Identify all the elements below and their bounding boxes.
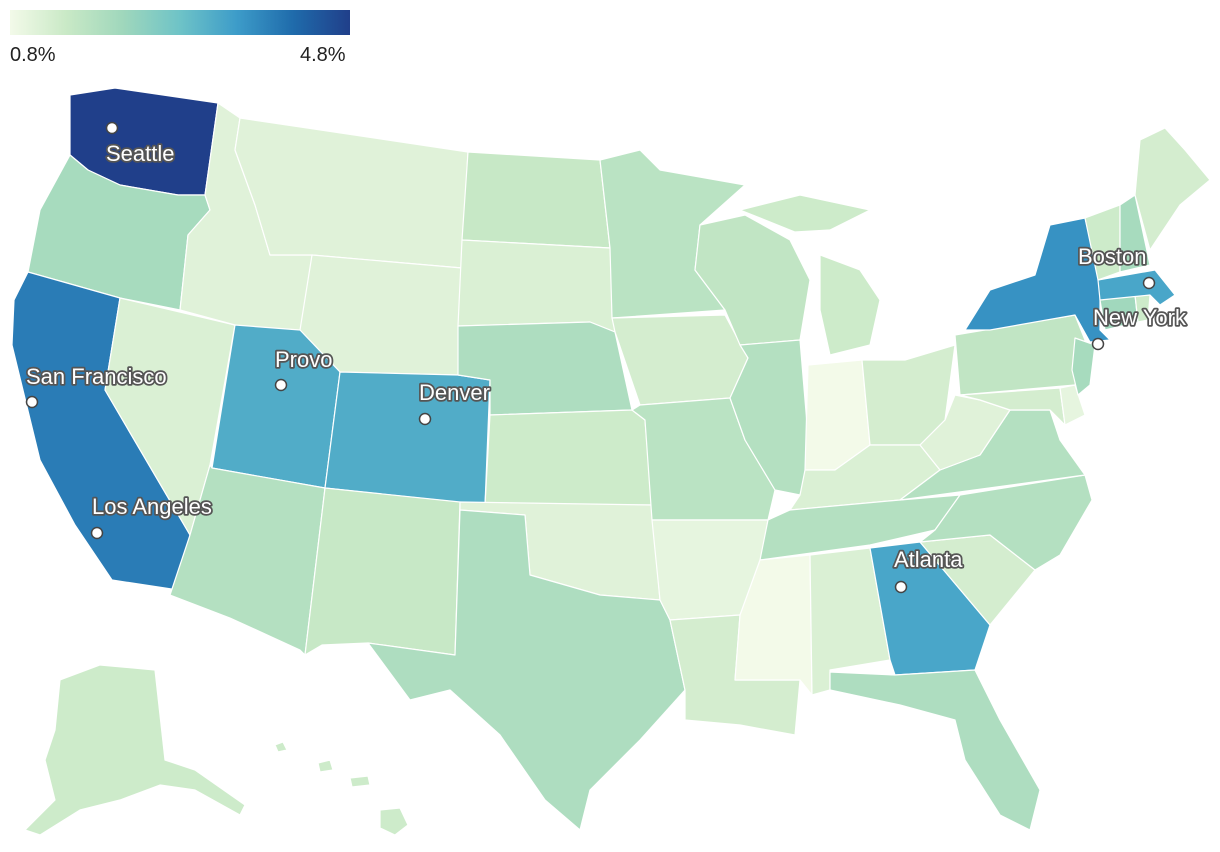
city-marker-dot — [90, 526, 104, 540]
legend-max-label: 4.8% — [300, 44, 346, 66]
state-texas[interactable] — [367, 509, 686, 831]
city-label: Los Angeles — [92, 494, 212, 519]
city-label: Seattle — [106, 141, 175, 166]
city-markers-layer: Seattle San Francisco Los Angeles Provo … — [24, 121, 1189, 594]
city-label: New York — [1093, 305, 1187, 330]
state-north-dakota[interactable] — [461, 151, 611, 249]
state-new-hampshire[interactable] — [1119, 194, 1151, 273]
city-marker-dot — [1142, 276, 1156, 290]
state-illinois[interactable] — [729, 339, 811, 496]
city-marker-dot — [105, 121, 119, 135]
city-provo[interactable]: Provo — [273, 345, 334, 392]
city-marker-dot — [418, 412, 432, 426]
city-marker-dot — [1091, 337, 1105, 351]
state-new-jersey[interactable] — [1071, 337, 1096, 396]
state-massachusetts[interactable] — [1097, 269, 1176, 306]
legend-min-label: 0.8% — [10, 44, 56, 66]
state-iowa[interactable] — [611, 314, 749, 406]
city-marker-dot — [894, 580, 908, 594]
city-label: Boston — [1078, 244, 1147, 269]
state-florida[interactable] — [829, 669, 1041, 831]
state-new-mexico[interactable] — [304, 487, 461, 656]
state-kansas[interactable] — [484, 409, 653, 506]
city-seattle[interactable]: Seattle — [104, 121, 176, 168]
state-alaska[interactable] — [24, 664, 246, 836]
state-colorado[interactable] — [324, 371, 491, 506]
city-marker-dot — [25, 395, 39, 409]
state-delaware[interactable] — [1059, 384, 1086, 426]
state-maine[interactable] — [1134, 127, 1211, 251]
city-label: Denver — [419, 380, 490, 405]
state-montana[interactable] — [234, 117, 469, 269]
state-north-carolina[interactable] — [919, 474, 1093, 571]
city-label: Provo — [275, 347, 332, 372]
city-label: San Francisco — [26, 364, 167, 389]
state-hawaii[interactable] — [274, 741, 409, 836]
states-layer — [11, 87, 1211, 836]
city-denver[interactable]: Denver — [417, 378, 492, 426]
city-boston[interactable]: Boston — [1076, 242, 1156, 290]
state-new-york[interactable] — [964, 217, 1111, 343]
city-atlanta[interactable]: Atlanta — [892, 545, 965, 594]
city-san-francisco[interactable]: San Francisco — [24, 362, 168, 409]
city-label: Atlanta — [894, 547, 963, 572]
city-los-angeles[interactable]: Los Angeles — [90, 492, 214, 540]
legend-color-bar — [10, 10, 350, 35]
state-south-dakota[interactable] — [457, 239, 616, 333]
state-michigan[interactable] — [739, 194, 881, 356]
city-marker-dot — [274, 378, 288, 392]
city-new-york[interactable]: New York — [1091, 303, 1189, 351]
